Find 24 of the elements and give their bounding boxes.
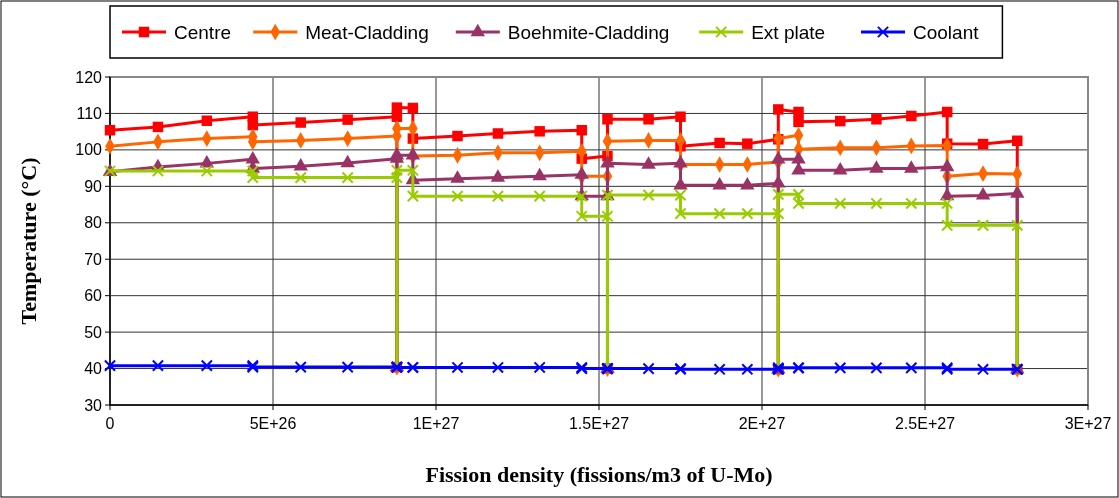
y-tick-label: 50 xyxy=(84,323,103,341)
y-tick-label: 80 xyxy=(84,214,103,232)
y-tick-label: 30 xyxy=(84,396,103,414)
legend-label: Coolant xyxy=(913,21,980,43)
y-tick-label: 60 xyxy=(84,287,103,305)
x-tick-label: 1.5E+27 xyxy=(568,415,630,432)
x-tick-label: 1E+27 xyxy=(412,415,460,432)
y-tick-label: 110 xyxy=(76,105,103,123)
x-tick-label: 3E+27 xyxy=(1064,415,1112,432)
y-tick-label: 40 xyxy=(84,360,103,378)
x-axis-title: Fission density (fissions/m3 of U-Mo) xyxy=(425,462,773,487)
x-tick-label: 2.5E+27 xyxy=(894,415,956,432)
y-tick-label: 120 xyxy=(75,68,103,86)
x-tick-label: 5E+26 xyxy=(249,415,297,432)
legend-label: Boehmite-Cladding xyxy=(507,21,670,43)
x-tick-label: 0 xyxy=(105,415,115,432)
legend-label: Meat-Cladding xyxy=(305,21,429,43)
y-tick-label: 100 xyxy=(75,141,103,159)
legend-label: Ext plate xyxy=(751,21,826,43)
legend-label: Centre xyxy=(174,21,232,43)
x-tick-label: 2E+27 xyxy=(738,415,786,432)
y-tick-label: 70 xyxy=(84,250,103,268)
y-axis-title: Temperature (°C) xyxy=(16,157,41,325)
y-tick-label: 90 xyxy=(84,177,103,195)
